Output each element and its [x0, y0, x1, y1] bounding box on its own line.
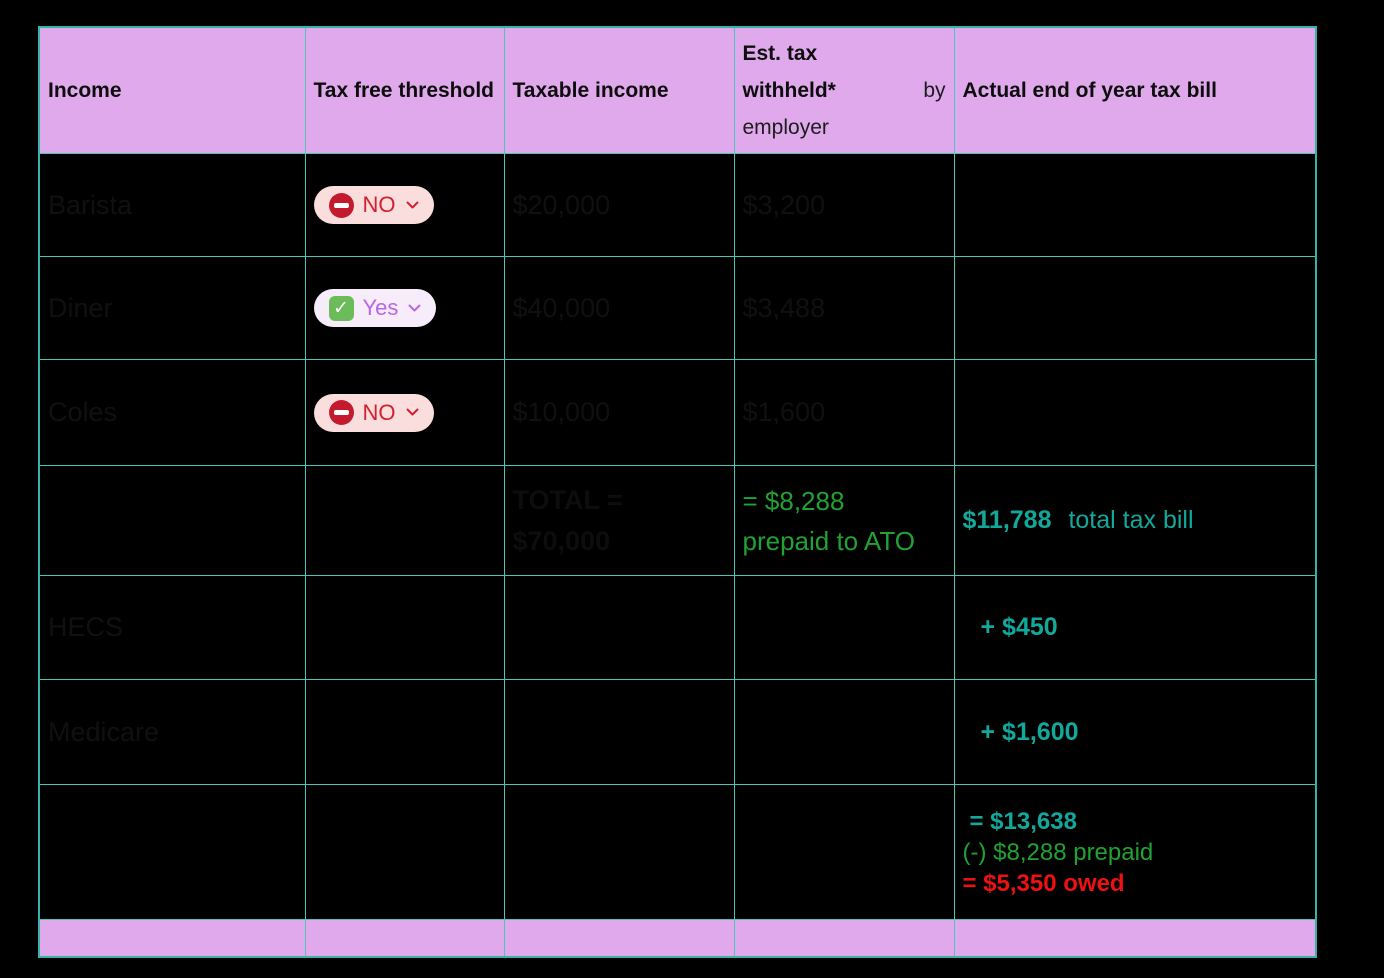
- footer-row: [38, 919, 1317, 958]
- income-name: HECS: [48, 612, 124, 642]
- header-est-tax-withheld: Est. tax withheld* by employer: [733, 26, 955, 154]
- tax-table: Income Tax free threshold Taxable income…: [38, 26, 1317, 958]
- income-name: Diner: [48, 292, 113, 323]
- tax-free-threshold-dropdown[interactable]: NO: [313, 393, 434, 432]
- header-by-text: by: [923, 79, 946, 102]
- taxable-income-value: $20,000: [512, 189, 611, 220]
- prepaid-to-ato: = $8,288 prepaid to ATO: [733, 465, 955, 576]
- table-row-medicare: Medicare + $1,600: [38, 679, 1317, 785]
- income-name: Coles: [48, 397, 118, 427]
- tax-withheld-value: $3,200: [742, 189, 826, 220]
- total-tax-bill-amount: $11,788: [962, 506, 1052, 534]
- header-est-tax-line2: withheld*: [742, 79, 836, 102]
- chevron-down-icon: [408, 304, 421, 311]
- table-row-final-calculation: = $13,638 (-) $8,288 prepaid = $5,350 ow…: [38, 784, 1317, 920]
- tax-free-threshold-dropdown[interactable]: Yes: [313, 289, 437, 327]
- final-owed: = $5,350 owed: [962, 869, 1125, 897]
- final-prepaid: (-) $8,288 prepaid: [962, 838, 1154, 866]
- table-row-barista: Barista NO $20,000 $3,200: [38, 153, 1317, 257]
- header-tax-free-threshold: Tax free threshold: [304, 26, 505, 154]
- total-value: $70,000: [512, 525, 611, 556]
- header-income: Income: [38, 26, 306, 154]
- no-entry-icon: [328, 192, 354, 218]
- prepaid-label: prepaid to ATO: [742, 525, 915, 556]
- total-label: TOTAL =: [512, 484, 623, 515]
- final-calculation: = $13,638 (-) $8,288 prepaid = $5,350 ow…: [953, 784, 1317, 920]
- header-actual-tax-bill: Actual end of year tax bill: [953, 26, 1317, 154]
- tax-free-threshold-dropdown[interactable]: NO: [313, 186, 434, 224]
- table-row-total: TOTAL = $70,000 = $8,288 prepaid to ATO …: [38, 465, 1317, 576]
- taxable-income-value: $10,000: [512, 397, 611, 427]
- medicare-addition: + $1,600: [980, 717, 1079, 746]
- badge-label: Yes: [362, 295, 399, 320]
- chevron-down-icon: [406, 201, 418, 208]
- header-row: Income Tax free threshold Taxable income…: [38, 26, 1317, 154]
- badge-label: NO: [362, 192, 396, 217]
- total-taxable-income: TOTAL = $70,000: [503, 465, 735, 576]
- chevron-down-icon: [406, 408, 418, 416]
- table-row-hecs: HECS + $450: [38, 575, 1317, 680]
- header-employer-text: employer: [742, 116, 829, 139]
- no-entry-icon: [328, 400, 354, 425]
- income-name: Barista: [48, 189, 133, 220]
- header-taxable-income: Taxable income: [503, 26, 735, 154]
- total-tax-bill: $11,788 total tax bill: [963, 506, 1194, 534]
- hecs-addition: + $450: [980, 613, 1058, 641]
- tax-withheld-value: $3,488: [742, 292, 826, 323]
- taxable-income-value: $40,000: [512, 292, 611, 323]
- table-row-coles: Coles NO $10,000 $1,600: [38, 359, 1317, 466]
- prepaid-amount: = $8,288: [742, 485, 845, 516]
- badge-label: NO: [362, 399, 396, 425]
- table-row-diner: Diner Yes $40,000 $3,488: [38, 256, 1317, 360]
- final-subtotal: = $13,638: [969, 807, 1077, 835]
- check-icon: [328, 295, 354, 321]
- total-tax-bill-label: total tax bill: [1068, 506, 1194, 534]
- header-est-tax-line1: Est. tax: [742, 42, 818, 65]
- income-name: Medicare: [48, 716, 160, 747]
- tax-withheld-value: $1,600: [742, 397, 826, 427]
